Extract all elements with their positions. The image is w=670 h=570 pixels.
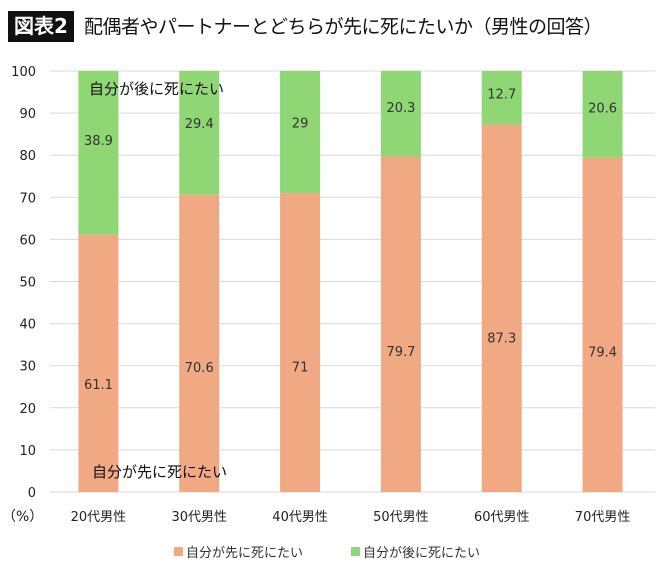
x-tick-label: 70代男性 bbox=[575, 510, 631, 525]
data-label: 87.3 bbox=[487, 332, 516, 347]
annotation-bottom: 自分が先に死にたい bbox=[92, 463, 227, 481]
y-tick-label: 100 bbox=[11, 65, 36, 80]
data-label: 20.3 bbox=[386, 101, 415, 116]
figure-badge: 図表2 bbox=[8, 11, 74, 42]
data-label: 79.7 bbox=[386, 345, 415, 360]
data-label: 79.4 bbox=[588, 346, 617, 361]
legend-label-later: 自分が後に死にたい bbox=[363, 546, 480, 561]
data-label: 20.6 bbox=[588, 101, 617, 116]
bar-later bbox=[582, 71, 623, 158]
x-tick-label: 30代男性 bbox=[171, 510, 227, 525]
y-tick-label: 20 bbox=[19, 402, 36, 417]
data-label: 61.1 bbox=[84, 378, 113, 393]
x-tick-label: 40代男性 bbox=[272, 510, 328, 525]
bar-later bbox=[280, 71, 321, 194]
y-tick-label: 30 bbox=[19, 360, 36, 375]
x-tick-label: 60代男性 bbox=[474, 510, 530, 525]
legend-swatch-later bbox=[351, 547, 360, 556]
data-label: 12.7 bbox=[487, 87, 516, 102]
data-label: 38.9 bbox=[84, 134, 113, 149]
y-tick-label: 50 bbox=[19, 276, 36, 291]
y-tick-label: 40 bbox=[19, 318, 36, 333]
data-label: 71 bbox=[292, 360, 309, 375]
data-label: 70.6 bbox=[185, 361, 214, 376]
x-tick-label: 50代男性 bbox=[373, 510, 429, 525]
y-axis-unit: （%） bbox=[2, 509, 43, 525]
annotation-top: 自分が後に死にたい bbox=[89, 80, 224, 98]
y-tick-label: 0 bbox=[28, 486, 36, 501]
bar-first bbox=[582, 157, 623, 492]
legend: 自分が先に死にたい 自分が後に死にたい bbox=[174, 546, 480, 561]
bar-first bbox=[380, 156, 421, 492]
data-label: 29 bbox=[292, 116, 309, 131]
chart-title: 配偶者やパートナーとどちらが先に死にたいか（男性の回答） bbox=[84, 16, 603, 38]
y-tick-label: 10 bbox=[19, 444, 36, 459]
bar-first bbox=[481, 124, 522, 492]
legend-label-first: 自分が先に死にたい bbox=[186, 546, 303, 561]
bar-later bbox=[78, 71, 119, 235]
bar-first bbox=[179, 194, 220, 493]
bar-later bbox=[179, 71, 220, 195]
y-tick-label: 90 bbox=[19, 107, 36, 122]
bar-later bbox=[481, 71, 522, 125]
data-label: 29.4 bbox=[185, 117, 214, 132]
x-tick-label: 20代男性 bbox=[71, 510, 127, 525]
bar-later bbox=[380, 71, 421, 157]
y-tick-label: 60 bbox=[19, 233, 36, 248]
y-tick-label: 80 bbox=[19, 149, 36, 164]
legend-swatch-first bbox=[174, 547, 183, 556]
bar-first bbox=[78, 234, 119, 493]
bar-first bbox=[280, 193, 321, 492]
y-tick-label: 70 bbox=[19, 191, 36, 206]
